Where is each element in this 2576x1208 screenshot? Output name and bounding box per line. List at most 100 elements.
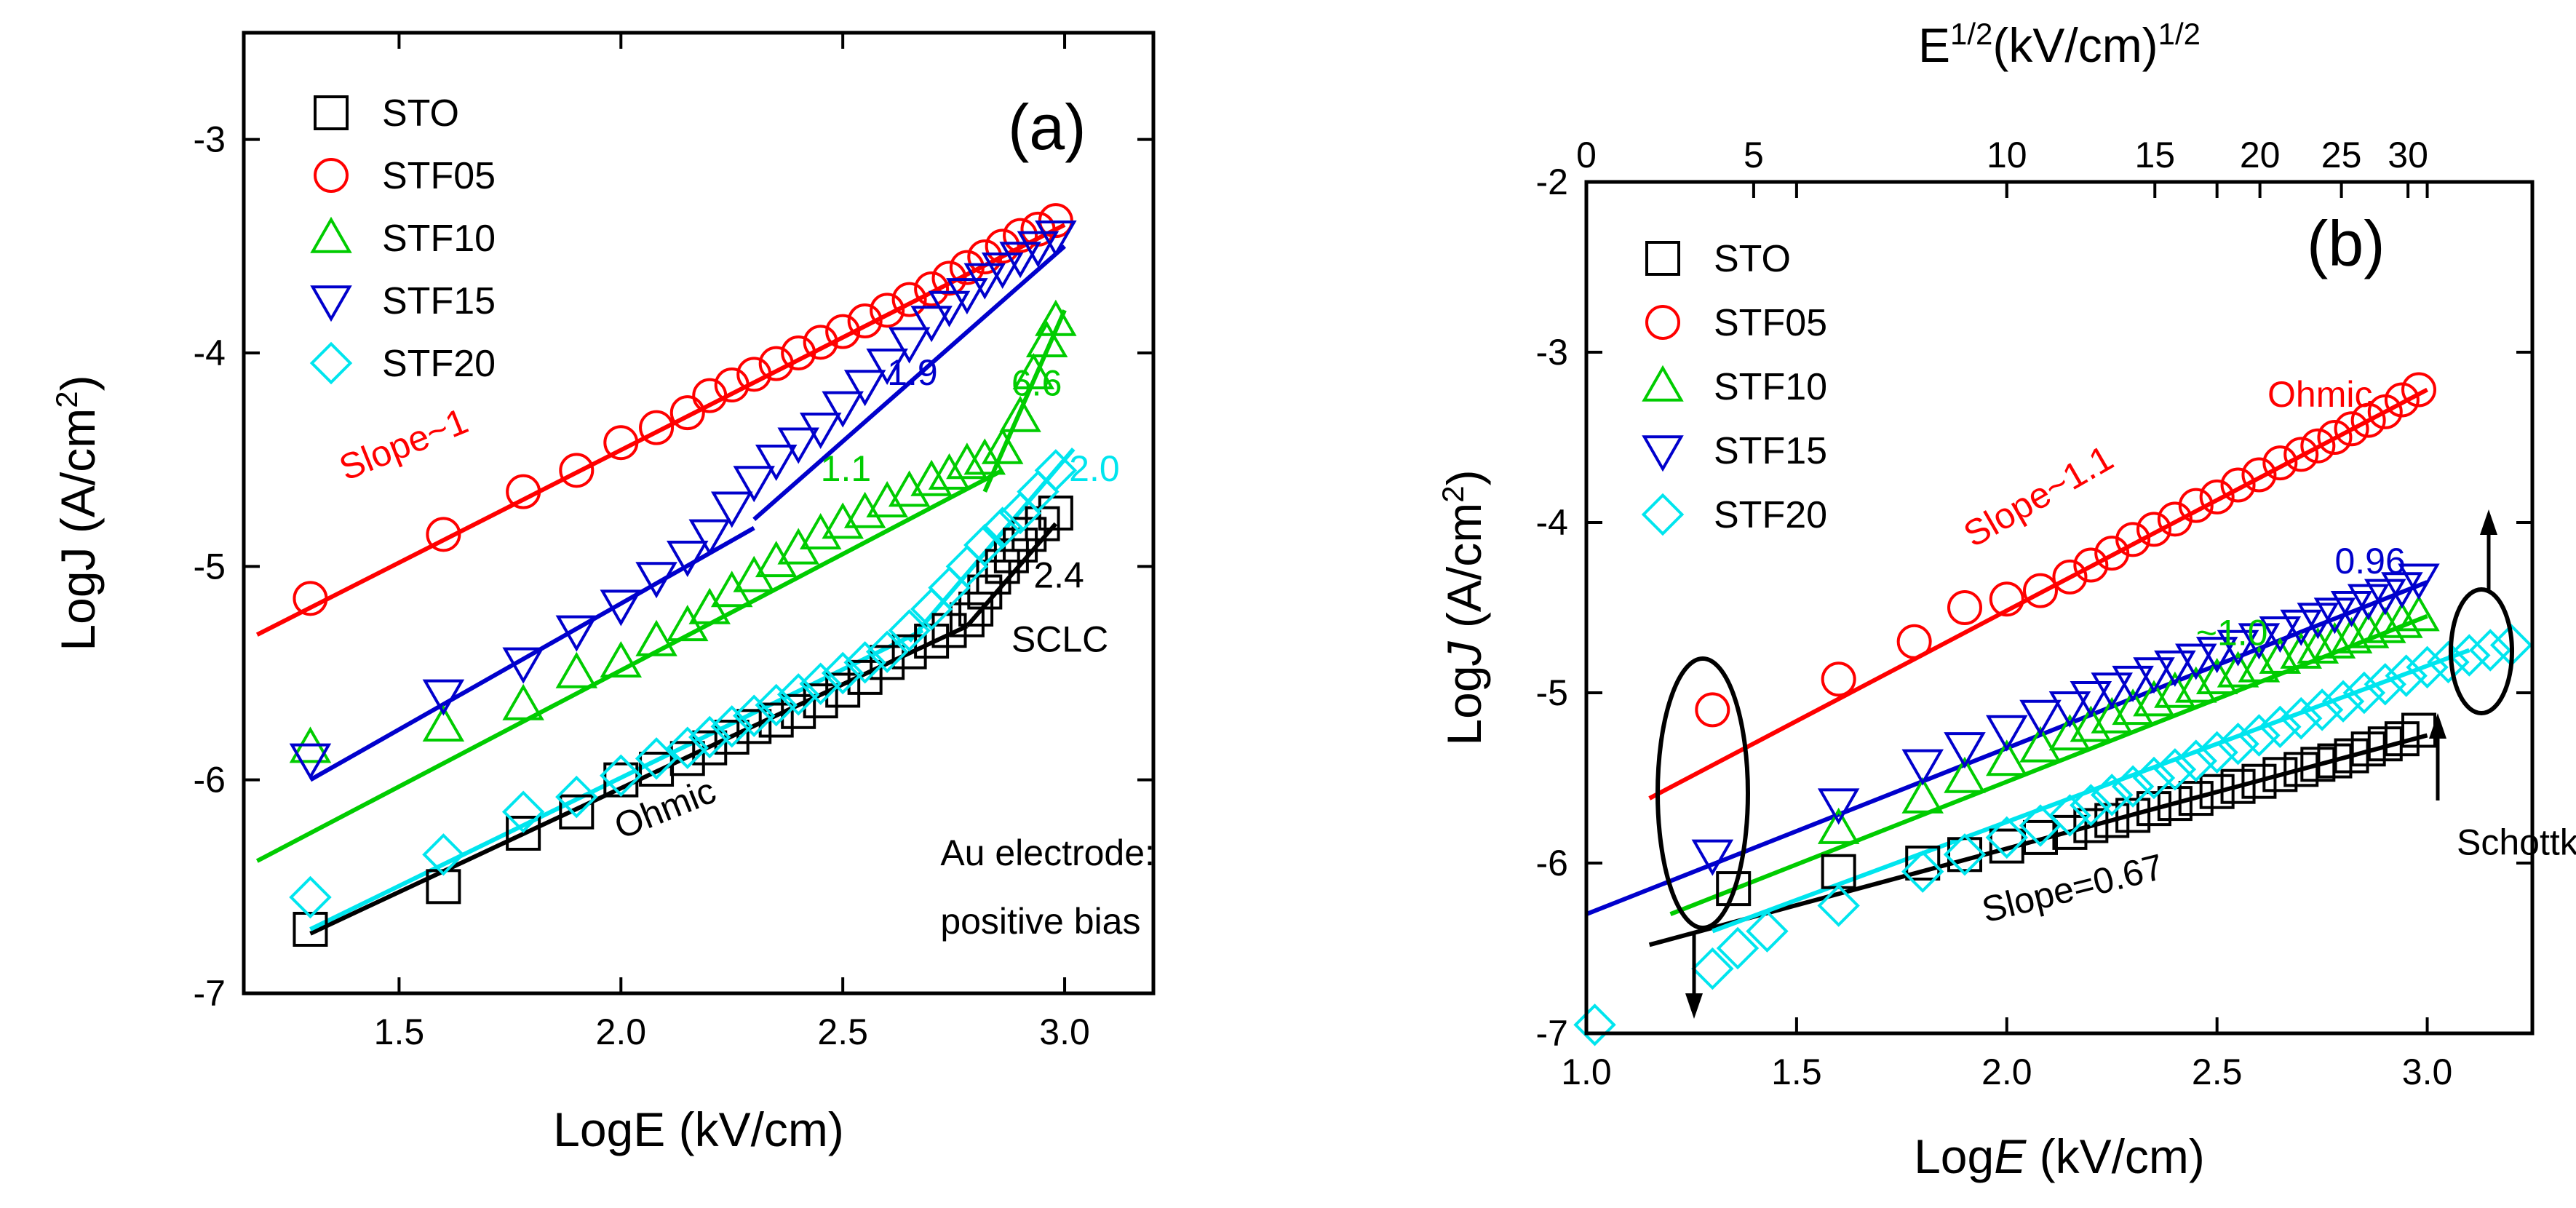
panel-b-top-axis-label: E1/2(kV/cm)1/2 — [1918, 17, 2201, 72]
a-point-stf05 — [967, 239, 1003, 274]
a-point-stf05 — [714, 367, 750, 402]
a-point-stf15 — [1035, 220, 1077, 257]
a-y-tick-label: -6 — [194, 760, 226, 800]
a-legend-marker-stf05 — [314, 158, 349, 193]
a-point-stf15 — [928, 290, 971, 327]
a-point-stf20 — [555, 775, 598, 819]
a-point-stf15 — [822, 391, 864, 428]
b-point-stf20 — [2195, 731, 2238, 774]
a-point-stf20 — [600, 754, 643, 798]
a-point-stf05 — [736, 357, 772, 392]
b-top-tick-label: 5 — [1744, 135, 1764, 175]
a-x-tick-label: 1.5 — [374, 1012, 425, 1052]
b-top-tick-label: 15 — [2134, 135, 2175, 175]
b-annotation-schottky: Schottky — [2457, 822, 2576, 862]
a-annotation-ohmic: Ohmic — [608, 770, 721, 847]
a-annotation-2-0: 2.0 — [1069, 448, 1120, 489]
panel-a-label: (a) — [1008, 91, 1086, 163]
b-point-stf10 — [2112, 688, 2154, 726]
b-point-stf05 — [2241, 457, 2277, 493]
a-point-stf05 — [603, 425, 639, 461]
b-fit-line-sto — [1648, 733, 2428, 947]
right-ellipse-marker — [2449, 587, 2514, 715]
b-point-stf20 — [2070, 784, 2112, 827]
a-x-tick-label: 2.5 — [817, 1012, 868, 1052]
b-point-stf15 — [2398, 563, 2440, 600]
b-point-stf10 — [2280, 632, 2322, 669]
b-legend-label-stf15: STF15 — [1714, 430, 1827, 472]
b-point-stf05 — [1821, 661, 1856, 697]
a-point-sto — [825, 672, 861, 708]
b-point-sto — [2178, 781, 2214, 816]
a-point-stf20 — [910, 587, 953, 631]
a-point-sto — [949, 602, 985, 637]
b-y-tick-label: -3 — [1536, 332, 1568, 373]
b-x-tick-label: 3.0 — [2402, 1052, 2453, 1092]
a-point-stf05 — [847, 303, 883, 338]
a-point-stf10 — [422, 705, 465, 742]
b-point-stf10 — [2364, 606, 2406, 643]
a-fit-line-stf15 — [752, 245, 1067, 522]
b-point-stf20 — [2279, 696, 2323, 740]
left-down-arrow-head — [1685, 993, 1703, 1019]
a-point-stf20 — [776, 673, 820, 716]
a-annotation-slope-1: Slope~1 — [333, 400, 473, 488]
b-point-stf10 — [2347, 611, 2390, 648]
b-x-tick-label: 1.5 — [1771, 1052, 1822, 1092]
b-point-stf15 — [1691, 839, 1734, 876]
b-point-stf10 — [2070, 705, 2112, 742]
b-point-stf20 — [1817, 884, 1860, 927]
a-point-stf20 — [981, 506, 1024, 549]
a-point-sto — [293, 912, 328, 947]
panel-a-y-axis-label: LogJ (A/cm2) — [49, 375, 105, 651]
b-point-sto — [2241, 763, 2277, 799]
a-point-stf20 — [289, 875, 332, 919]
b-legend-label-stf20: STF20 — [1714, 494, 1827, 536]
a-point-stf10 — [910, 459, 953, 496]
a-y-tick-label: -5 — [194, 546, 226, 587]
a-point-stf05 — [891, 282, 927, 317]
b-annotation-slope-0-67: Slope=0.67 — [1978, 846, 2167, 931]
a-annotation-au-electrode: Au electrode: — [940, 833, 1155, 873]
b-legend-label-stf10: STF10 — [1714, 366, 1827, 408]
b-legend-marker-sto — [1645, 241, 1680, 276]
panel-b-y-axis-label: LogJ (A/cm2) — [1436, 469, 1491, 745]
a-point-stf15 — [981, 252, 1024, 289]
b-point-stf15 — [2259, 616, 2302, 653]
b-point-stf05 — [2262, 445, 2298, 481]
b-point-sto — [1989, 828, 2024, 864]
b-point-stf05 — [1695, 692, 1730, 728]
b-point-stf10 — [2048, 714, 2091, 751]
left-ellipse-marker — [1655, 656, 1750, 930]
a-point-sto — [781, 694, 816, 729]
b-point-sto — [1905, 846, 1941, 881]
a-point-stf20 — [710, 705, 753, 748]
b-point-stf15 — [2019, 699, 2062, 736]
a-point-sto — [891, 634, 927, 669]
b-point-sto — [2199, 774, 2235, 809]
b-point-stf05 — [2178, 488, 2214, 523]
b-x-tick-label: 2.0 — [1981, 1052, 2032, 1092]
a-legend-label-stf20: STF20 — [382, 343, 496, 385]
b-point-stf20 — [1985, 816, 2029, 859]
b-point-stf05 — [2157, 501, 2193, 537]
a-fit-line-stf15 — [309, 525, 755, 782]
b-point-stf20 — [2132, 756, 2176, 800]
b-point-stf15 — [2048, 691, 2091, 728]
b-point-stf05 — [2094, 536, 2130, 571]
a-point-stf15 — [755, 444, 798, 481]
a-point-stf05 — [825, 314, 861, 349]
b-point-stf05 — [2384, 382, 2420, 418]
a-point-sto — [985, 549, 1020, 584]
a-point-stf05 — [985, 229, 1020, 264]
b-point-stf20 — [2364, 663, 2407, 706]
a-point-sto — [803, 683, 838, 719]
b-top-tick-label: 30 — [2388, 135, 2428, 175]
a-point-stf05 — [781, 335, 816, 370]
a-point-stf10 — [963, 438, 1006, 475]
b-point-stf15 — [2112, 665, 2154, 702]
a-point-sto — [559, 794, 595, 830]
a-point-stf15 — [888, 327, 931, 364]
panel-a-chart: 1.5 2.0 2.5 3.0 -7 -6 -5 -4 -3 Slope~1 1.9 6.6 1.1 2… — [49, 31, 1156, 1156]
a-point-stf15 — [799, 412, 842, 449]
